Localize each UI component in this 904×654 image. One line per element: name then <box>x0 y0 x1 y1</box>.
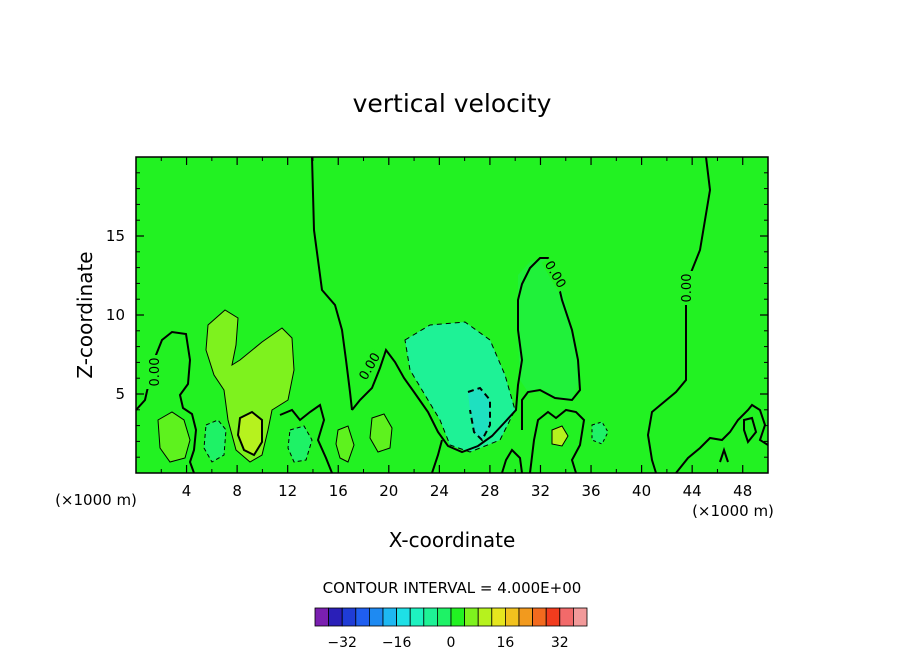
region-right-small2 <box>592 422 608 444</box>
colorbar-tick-label: −32 <box>327 635 357 651</box>
x-tick-label: 28 <box>480 482 499 500</box>
region-blob-e <box>288 426 312 462</box>
colorbar-swatch <box>396 607 411 627</box>
colorbar-swatch <box>573 607 588 627</box>
y-tick-label: 15 <box>106 227 125 245</box>
chart-title: vertical velocity <box>353 89 552 118</box>
y-tick-label: 10 <box>106 306 125 324</box>
x-tick-label: 48 <box>733 482 752 500</box>
x-tick-label: 12 <box>278 482 297 500</box>
contour-label: 0.00 <box>680 274 695 303</box>
colorbar-swatch <box>545 607 561 627</box>
colorbar-swatch <box>409 607 425 627</box>
blob-line-f <box>279 403 333 474</box>
colorbar-swatch <box>314 607 330 627</box>
colorbar <box>314 607 588 627</box>
colorbar-swatch <box>328 607 343 627</box>
colorbar-swatch <box>559 607 574 627</box>
pos-contour-bold <box>236 410 263 457</box>
colorbar-swatch <box>491 607 506 627</box>
region-right-blob <box>518 258 580 400</box>
x-tick-label: 24 <box>430 482 449 500</box>
blob-line-b <box>203 419 227 463</box>
blob-line-c <box>369 413 393 453</box>
zero-contour-right-lower <box>675 403 769 474</box>
y-axis: 5 10 15 <box>106 172 768 458</box>
region-left-light <box>206 310 294 462</box>
blob-line-d <box>335 425 355 463</box>
blob-line-k <box>719 446 729 463</box>
plot-area: 0.00 0.00 0.00 0.00 <box>135 156 769 474</box>
region-blob-c <box>370 414 392 452</box>
x-axis-title: X-coordinate <box>389 528 516 552</box>
region-right-small <box>552 426 568 446</box>
region-dark-teal <box>468 388 490 440</box>
colorbar-swatch <box>382 607 398 627</box>
colorbar-swatch <box>450 607 466 627</box>
x-axis: 4 8 12 16 20 24 28 32 36 40 44 48 <box>160 157 752 500</box>
colorbar-swatch <box>532 607 547 627</box>
blob-line-e <box>287 425 313 463</box>
colorbar-ticks: −32 −16 0 16 32 <box>327 635 568 651</box>
x-tick-label: 32 <box>531 482 550 500</box>
zero-contour-main <box>311 156 353 411</box>
x-tick-label: 44 <box>683 482 702 500</box>
y-tick-label: 5 <box>115 385 125 403</box>
colorbar-tick-label: 32 <box>551 635 569 651</box>
colorbar-swatch <box>436 607 452 627</box>
colorbar-swatch <box>368 607 384 627</box>
colorbar-swatch <box>423 607 438 627</box>
colorbar-swatch <box>477 607 493 627</box>
contour-fills <box>158 258 608 462</box>
x-tick-label: 36 <box>581 482 600 500</box>
colorbar-tick-label: −16 <box>382 635 412 651</box>
colorbar-swatch <box>518 607 534 627</box>
x-tick-label: 20 <box>379 482 398 500</box>
blob-line-l <box>743 416 758 445</box>
blob-line-j <box>591 421 609 445</box>
blob-line-a <box>157 411 191 463</box>
neg-contour-inner <box>467 386 491 442</box>
x-tick-label: 40 <box>632 482 651 500</box>
region-blob-a <box>158 412 190 462</box>
contour-label: 0.00 <box>148 358 163 387</box>
x-tick-label: 4 <box>182 482 192 500</box>
contour-interval: CONTOUR INTERVAL = 4.000E+00 <box>323 579 582 597</box>
x-tick-label: 16 <box>329 482 348 500</box>
blob-line-g <box>501 448 523 474</box>
colorbar-swatch <box>355 607 370 627</box>
colorbar-swatch <box>341 607 357 627</box>
colorbar-swatch <box>504 607 520 627</box>
region-blob-b <box>204 420 226 462</box>
zero-contour-mid <box>351 257 582 454</box>
x-unit-left: (×1000 m) <box>55 491 137 509</box>
zero-contour-right <box>646 156 712 474</box>
region-blob-d <box>336 426 354 462</box>
blob-line-i <box>551 425 569 447</box>
colorbar-tick-label: 16 <box>496 635 514 651</box>
region-left-yellow <box>238 412 262 455</box>
x-unit-right: (×1000 m) <box>692 502 774 520</box>
neg-contour-dashed <box>404 321 516 453</box>
y-axis-title: Z-coordinate <box>73 251 97 378</box>
x-tick-label: 8 <box>232 482 242 500</box>
blob-line-m <box>431 439 443 474</box>
colorbar-tick-label: 0 <box>447 635 456 651</box>
pos-contour-thin <box>205 309 295 463</box>
colorbar-swatch <box>464 607 479 627</box>
blob-line-h <box>529 408 586 474</box>
